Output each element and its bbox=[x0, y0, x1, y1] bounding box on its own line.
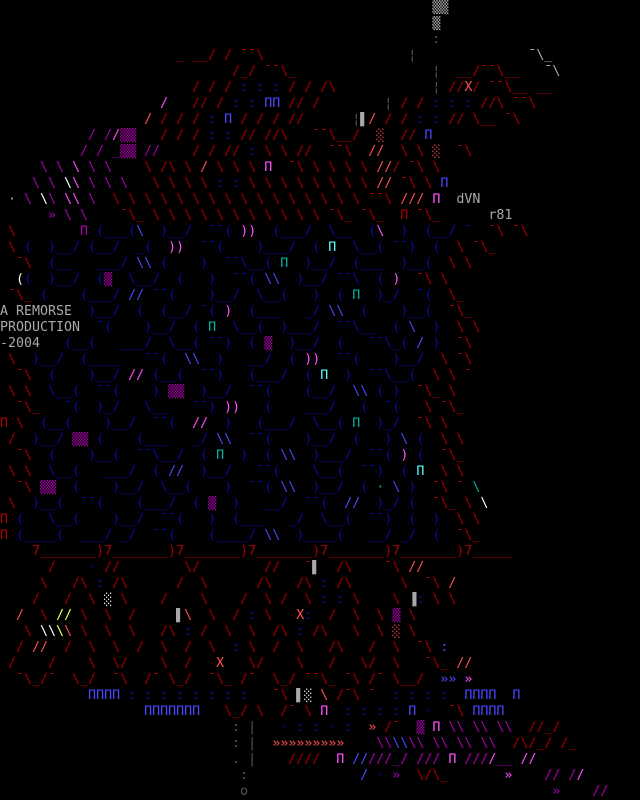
art-row: ▒ bbox=[0, 16, 441, 31]
art-row: Π \ (__( )__/ ¯¯( // ) (___/ \__( Π )_/ … bbox=[0, 416, 449, 431]
art-row: Π ( \__( )__/ ¯¯( ) (___ _/ \__( ¯¯) ( )… bbox=[0, 512, 481, 527]
art-row: / // / : : ΠΠ // / ¦ / / : : : //\ ¯¯\ bbox=[0, 96, 537, 111]
art-row: ¯\_ ( (___/ // ¯¯( )__/ \__( ) ( Π )_/ ¯… bbox=[0, 288, 465, 303]
art-row: ▒▒ bbox=[0, 0, 449, 15]
ansi-artwork: ▒▒ ▒ : _ __/ / ¯¯\ ¦ ¯\_ bbox=[0, 0, 609, 799]
art-row: ¯\ (__ ___/ \\ ( ) ¯¯\__( Π )__/ (___ )_… bbox=[0, 256, 473, 271]
art-row: /_/ ¯¯\_ ¦ __/¯¯\__ ¯\ bbox=[0, 64, 561, 79]
art-row: (( )__/ (▒ \__/ ( ) ¯¯( \\ )__/ ¯¯\ ( ) … bbox=[0, 272, 449, 287]
art-row: : bbox=[0, 32, 441, 47]
art-row: ΠΠΠΠ : : : : : : : : ¯\ ▌░ \ /¯\ ¯ : : :… bbox=[0, 688, 521, 703]
art-row: A REMORSE )__/ ( (__/ ¯( ) (___ _/ \\ ( … bbox=[0, 304, 473, 319]
art-row: ΠΠΠΠΠΠΠ \_/ \ /¯ \ Π : : : : Π · ¯\ ΠΠΠΠ bbox=[0, 704, 505, 719]
art-row: o » // bbox=[0, 784, 609, 799]
art-row: \ ( )__/ (__/ _( )) ¯¯( )___/ ( Π \__( ¯… bbox=[0, 240, 497, 255]
art-row: / // / \ \ / \ / \ : \ / \ /\ / \ ¯\ : bbox=[0, 640, 449, 655]
art-row: \ \ \__( ___/ ( // )__/ ¯¯( \__( ¯¯) ( Π… bbox=[0, 464, 465, 479]
art-row: \ \ \__( ¯¯( ) ▒▒ )__/ ¯¯( (__/ \\ ( ) ¯… bbox=[0, 384, 457, 399]
art-row: _ __/ / ¯¯\ ¦ ¯\_ bbox=[0, 48, 553, 63]
art-row: / · // \/ // ¯▌ /\ ¯\ // bbox=[0, 560, 425, 575]
art-row: ¯\_ ¯( )_/ \__ ¯¯) )) ( ___/ ( ¯( \ ¯\_ bbox=[0, 400, 465, 415]
art-row: / )__/ ▒▒ ( (___ _/ \\ ¯¯( )__/ ( ) \ ( … bbox=[0, 432, 465, 447]
art-row: \ /\ : /\ / \ /\ /\ : /\ \ ¯\ / bbox=[0, 576, 457, 591]
art-row: ¯\_/¯ \_/ ¯\ /¯ \_/ ¯\_ /¯ \_/ ¯¯\_ ¯\ /… bbox=[0, 672, 473, 687]
art-row: 7_______)7_______)7_______)7_______)7___… bbox=[0, 544, 513, 559]
art-row: \ )__( ¯¯( (___/ ( ▒ ) __/ ¯¯( // )_/ ( … bbox=[0, 496, 489, 511]
art-row: · \ \\ \\ \ \ \ \ \ \ \ \ \ \ \ \ \ \ \ … bbox=[0, 192, 481, 207]
art-row: / \ // \ \ / ▌\ \ / : \ X: / \ \ ▒ \ bbox=[0, 608, 417, 623]
art-row: / //▒▒ / / / : : // //\ ¯¯\__/ ░ // Π bbox=[0, 128, 433, 143]
art-row: / / / / : Π / / / // ¦▌/ / / : : // \__ … bbox=[0, 112, 521, 127]
art-row: ¯\ ▒▒ ( )__/ \__( ) ¯¯( \\ )__/ ( · \ ) … bbox=[0, 480, 481, 495]
art-row: . | //// Π /////_/ /// Π ////__ // bbox=[0, 752, 537, 767]
art-row: \ )__/ (____ ¯¯( \\ ) __/ ( )) ¯¯( )__/ … bbox=[0, 352, 473, 367]
art-row: Π (____( ___/ _/ ¯¯( (____/ \\ )____( __… bbox=[0, 528, 481, 543]
art-row: ¯\ ( )__( ¯¯\__/ ( Π ) ( \\ )___/ ¯¯( ) … bbox=[0, 448, 465, 463]
art-row: / / _▒▒ // / / // : \ \ // ¯¯\ // \ \ ░ … bbox=[0, 144, 473, 159]
art-row: ¯\ ( )__/ // (__( ¯¯) (___/ ( Π ) ¯¯\__(… bbox=[0, 368, 473, 383]
art-row: -2004 (__( ___/ \__( ¯¯) ( ▒ )__/ ( ¯¯\_… bbox=[0, 336, 473, 351]
art-row: : | · : : · : » /¯ ▒ Π \\ \\ \\ //_/ bbox=[0, 720, 561, 735]
art-row: : / · » \/\_ » // // bbox=[0, 768, 585, 783]
art-row: » \ \ ¯\_ \ \ \ \ \ \ \ \ \ \ \ ¯\_ ¯\_ … bbox=[0, 208, 513, 223]
art-row: \ \\\\ \ \ \ /\ : / \ \ /\ : /\ \ \ ░ \ bbox=[0, 624, 417, 639]
art-row: \ \ \\ \ \ \ \ \ \ \ : : \ \ \ \ \ \ \ \… bbox=[0, 176, 449, 191]
art-row: : | »»»»»»»»» \\\\\\ \\ \\ \\ /\/_/ /_ bbox=[0, 736, 577, 751]
art-row: / / \ \/ \ / X \/ \ / \/ \ ¯\_ // bbox=[0, 656, 473, 671]
art-row: \ \ \ \ \ \ /\ \ / \ \ \ Π ¯\ \ \ \ \ //… bbox=[0, 160, 441, 175]
art-row: / / \ ░ \ / \ / \ / \ : : \ \ ▐: \ \ bbox=[0, 592, 457, 607]
art-row: \ Π (___(\ )__/ ¯¯( )) (___/ \__ (\ ) (_… bbox=[0, 224, 529, 239]
art-row: / / / : : : / / /\ ¦ //X/ ¯¯\__ __ bbox=[0, 80, 553, 95]
art-row: PRODUCTION ¯( )__/ ( Π \__( )___/ ¯¯\__ … bbox=[0, 320, 481, 335]
